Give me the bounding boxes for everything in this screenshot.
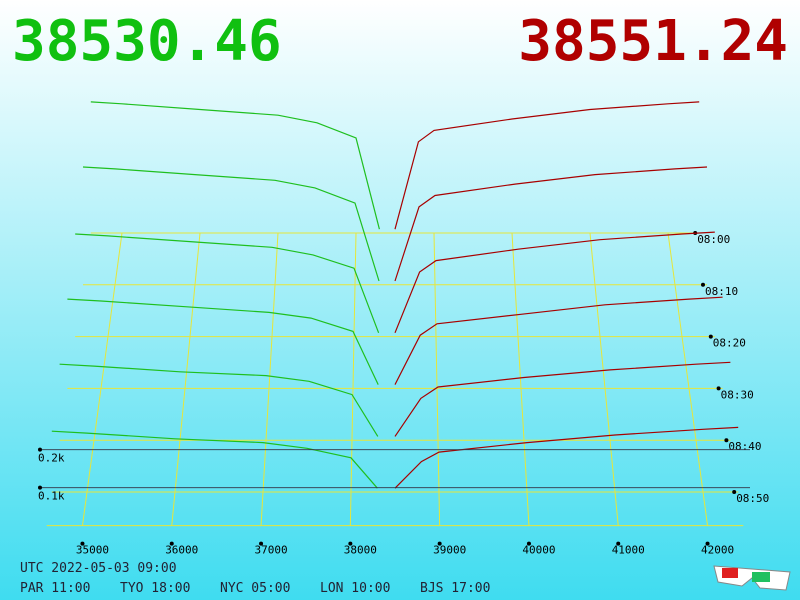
tick-mark	[705, 541, 710, 546]
ask-depth-line	[394, 426, 739, 489]
tick-mark	[348, 541, 353, 546]
x-tick-label: 42000	[701, 544, 734, 557]
footer-time: PAR 11:00	[20, 581, 90, 596]
volume-tick	[38, 447, 42, 452]
grid-line	[433, 232, 441, 526]
time-label: 08:30	[721, 388, 754, 401]
time-tick	[724, 438, 729, 443]
time-label: 08:10	[705, 285, 738, 298]
grid	[51, 232, 739, 526]
volume-label: 0.2k	[38, 452, 65, 465]
x-tick-label: 38000	[344, 544, 377, 557]
time-tick	[732, 490, 737, 494]
bid-depth-line	[67, 298, 379, 385]
tick-mark	[80, 541, 85, 546]
bid-depth-line	[51, 430, 378, 489]
x-tick-label: 40000	[522, 544, 555, 557]
time-label: 08:00	[697, 233, 730, 246]
footer-time: UTC 2022-05-03 09:00	[20, 561, 177, 576]
footer-time: TYO 18:00	[120, 581, 190, 596]
ask-depth-line	[394, 361, 731, 437]
footer-time: NYC 05:00	[220, 581, 290, 596]
grid-line	[511, 232, 530, 526]
grid-line	[260, 232, 279, 526]
time-label: 08:50	[736, 492, 769, 505]
footer-time: LON 10:00	[320, 581, 390, 596]
ask-depth-line	[394, 231, 715, 334]
bid-depth-line	[82, 166, 380, 282]
x-tick-label: 41000	[612, 544, 645, 557]
footer-time: BJS 17:00	[420, 581, 490, 596]
x-tick-label: 36000	[165, 544, 198, 557]
time-tick	[716, 386, 721, 391]
time-tick	[708, 334, 713, 339]
x-tick-label: 39000	[433, 544, 466, 557]
grid-line	[667, 232, 709, 526]
glasses-icon	[713, 565, 791, 591]
grid-line	[81, 232, 123, 526]
bid-depth-line	[59, 363, 379, 437]
x-tick-label: 37000	[254, 544, 287, 557]
tick-mark	[616, 541, 621, 546]
ask-depth-line	[394, 101, 700, 230]
volume-label: 0.1k	[38, 490, 65, 503]
tick-mark	[169, 541, 174, 546]
bid-depth-line	[75, 233, 380, 334]
time-tick	[701, 282, 705, 287]
time-label: 08:20	[713, 337, 746, 350]
tick-mark	[259, 541, 264, 546]
volume-tick	[38, 485, 42, 490]
ask-depth-line	[394, 166, 708, 282]
grid-line	[171, 232, 201, 526]
tick-mark	[437, 541, 442, 546]
x-tick-label: 35000	[76, 544, 109, 557]
bid-price: 38530.46	[12, 9, 282, 74]
tick-mark	[526, 541, 531, 546]
ask-depth-line	[394, 296, 723, 385]
grid-line	[589, 232, 619, 526]
ask-price: 38551.24	[518, 9, 788, 74]
grid-line	[349, 232, 357, 526]
bid-depth-line	[90, 101, 380, 230]
time-label: 08:40	[728, 440, 761, 453]
